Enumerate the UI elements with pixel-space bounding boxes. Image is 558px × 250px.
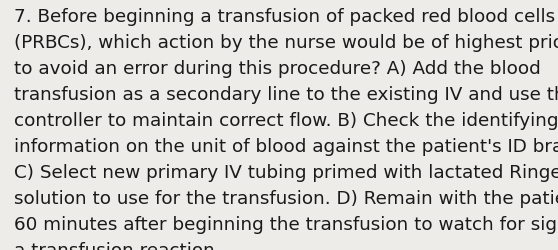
Text: solution to use for the transfusion. D) Remain with the patient for: solution to use for the transfusion. D) … <box>14 190 558 208</box>
Text: (PRBCs), which action by the nurse would be of highest priority: (PRBCs), which action by the nurse would… <box>14 34 558 52</box>
Text: transfusion as a secondary line to the existing IV and use the IV: transfusion as a secondary line to the e… <box>14 86 558 103</box>
Text: 60 minutes after beginning the transfusion to watch for signs of: 60 minutes after beginning the transfusi… <box>14 216 558 234</box>
Text: to avoid an error during this procedure? A) Add the blood: to avoid an error during this procedure?… <box>14 60 541 78</box>
Text: information on the unit of blood against the patient's ID bracelet.: information on the unit of blood against… <box>14 138 558 156</box>
Text: a transfusion reaction.: a transfusion reaction. <box>14 242 220 250</box>
Text: controller to maintain correct flow. B) Check the identifying: controller to maintain correct flow. B) … <box>14 112 558 130</box>
Text: C) Select new primary IV tubing primed with lactated Ringer's: C) Select new primary IV tubing primed w… <box>14 164 558 182</box>
Text: 7. Before beginning a transfusion of packed red blood cells: 7. Before beginning a transfusion of pac… <box>14 8 555 26</box>
